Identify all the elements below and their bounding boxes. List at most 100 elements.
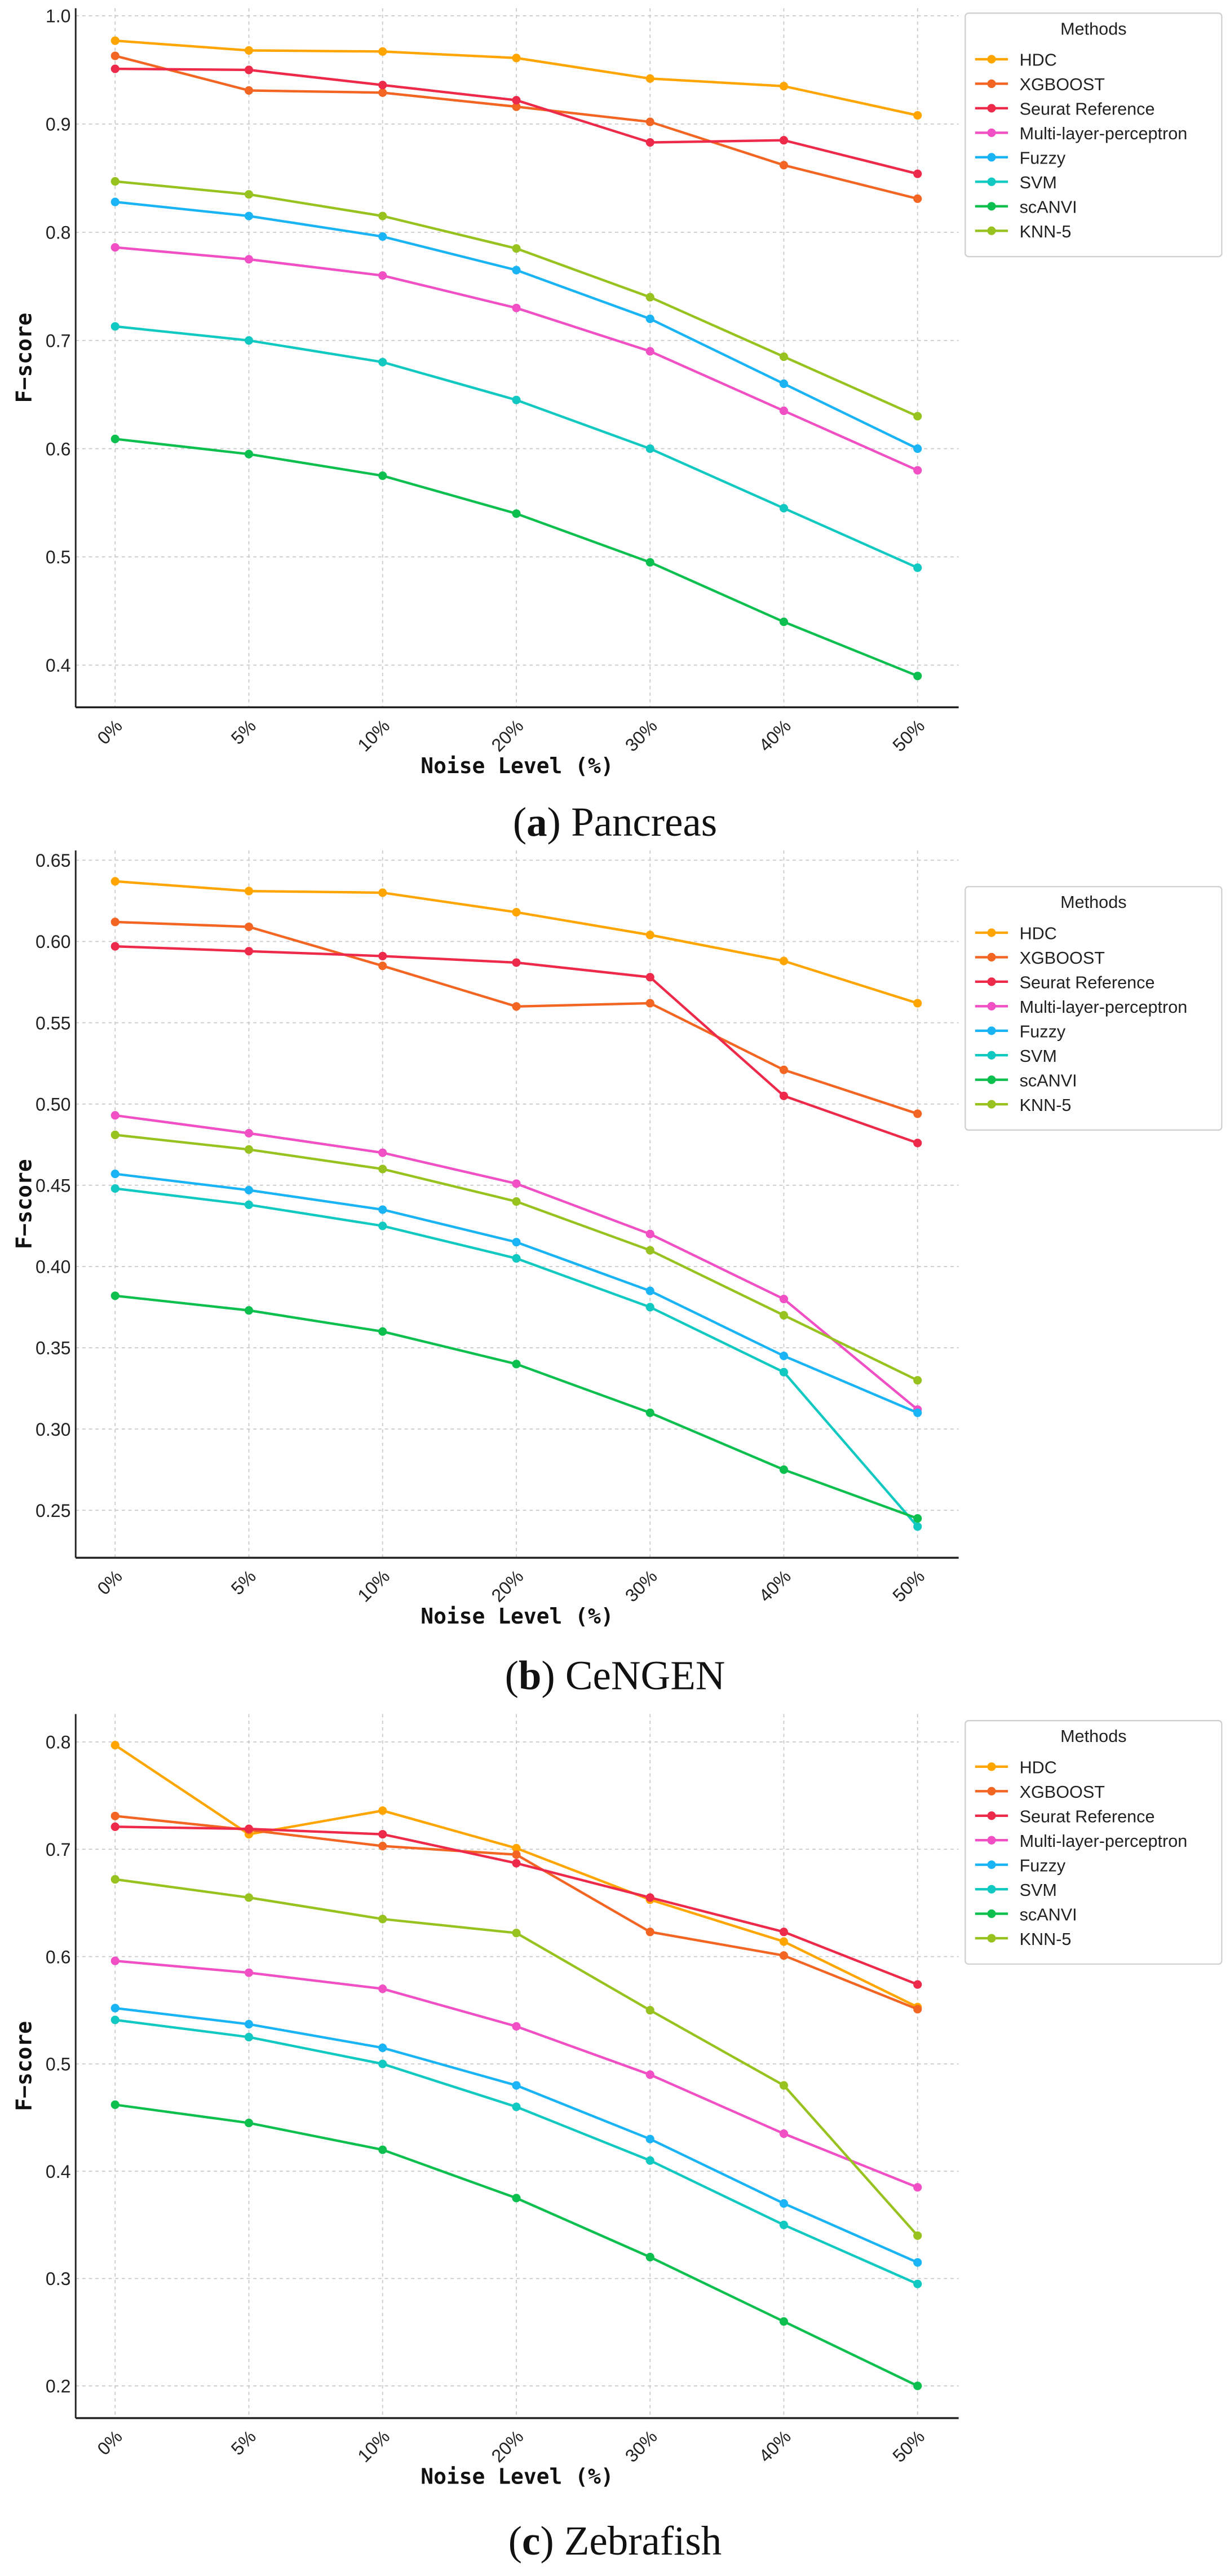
data-point: [110, 197, 120, 206]
data-point: [512, 96, 521, 105]
y-axis-label: F−score: [11, 2021, 36, 2111]
data-point: [645, 558, 654, 567]
y-tick-label: 1.0: [46, 6, 71, 27]
x-tick-label: 0%: [94, 1566, 126, 1599]
x-tick-label: 0%: [94, 2426, 126, 2459]
y-tick-label: 0.4: [46, 655, 71, 676]
y-tick-label: 0.65: [36, 850, 70, 871]
series-scanvi: [110, 1291, 922, 1523]
caption-paren-open: (: [513, 799, 526, 845]
legend-marker: [987, 1811, 996, 1820]
data-point: [110, 942, 120, 951]
data-point: [512, 54, 521, 63]
data-point: [244, 86, 254, 95]
data-point: [913, 999, 922, 1008]
legend-label: Seurat Reference: [1020, 100, 1155, 119]
caption-letter: a: [526, 799, 547, 845]
data-point: [110, 1875, 120, 1884]
data-point: [378, 88, 387, 97]
data-point: [645, 1893, 654, 1902]
x-tick-label: 5%: [227, 2426, 260, 2459]
data-point: [645, 1246, 654, 1255]
x-tick-label: 0%: [94, 716, 126, 748]
legend-label: Fuzzy: [1020, 1022, 1066, 1041]
legend-label: Multi-layer-perceptron: [1020, 998, 1188, 1017]
data-point: [110, 2015, 120, 2024]
caption-paren-close: ): [540, 2518, 564, 2564]
data-point: [110, 177, 120, 186]
y-tick-label: 0.55: [36, 1013, 70, 1033]
data-point: [913, 1109, 922, 1118]
series-xgboost: [110, 51, 922, 203]
data-point: [913, 2258, 922, 2267]
legend-label: Fuzzy: [1020, 149, 1066, 168]
data-point: [913, 2005, 922, 2014]
data-point: [913, 412, 922, 421]
data-point: [913, 444, 922, 453]
y-tick-label: 0.50: [36, 1094, 70, 1114]
legend-marker: [987, 977, 996, 986]
legend-marker: [987, 79, 996, 89]
legend-box: [964, 886, 1223, 1131]
data-point: [378, 1327, 387, 1336]
data-point: [779, 956, 789, 965]
x-tick-label: 50%: [888, 716, 928, 756]
data-point: [645, 117, 654, 126]
data-point: [378, 1165, 387, 1174]
data-point: [378, 47, 387, 56]
data-point: [913, 2381, 922, 2390]
data-point: [779, 1091, 789, 1100]
caption-text: Zebrafish: [564, 2518, 722, 2564]
series-scanvi: [110, 434, 922, 681]
data-point: [378, 1806, 387, 1815]
data-point: [110, 1956, 120, 1965]
data-point: [378, 2043, 387, 2052]
x-tick-label: 20%: [488, 1566, 528, 1606]
y-tick-label: 0.6: [46, 439, 71, 459]
data-point: [645, 444, 654, 453]
data-point: [512, 244, 521, 253]
x-tick-label: 10%: [353, 716, 393, 756]
data-point: [779, 161, 789, 170]
legend-marker: [987, 128, 996, 137]
data-point: [913, 466, 922, 475]
data-point: [244, 1968, 254, 1977]
y-tick-label: 0.45: [36, 1175, 70, 1196]
data-point: [378, 2059, 387, 2068]
data-point: [779, 504, 789, 513]
data-point: [779, 1465, 789, 1474]
legend-label: Multi-layer-perceptron: [1020, 1832, 1188, 1851]
legend-box: [964, 1720, 1223, 1965]
data-point: [110, 1811, 120, 1820]
data-point: [110, 1291, 120, 1300]
series-line: [114, 2018, 918, 2286]
series-seurat-reference: [110, 64, 922, 178]
caption-letter: c: [522, 2518, 540, 2564]
legend-label: XGBOOST: [1020, 75, 1105, 94]
data-point: [244, 1128, 254, 1138]
data-point: [244, 211, 254, 220]
data-point: [779, 617, 789, 627]
chart-panel-c: 0% 5% 10% 20% 30% 40% 50% 0.2 0.3 0.4 0.5 0.6 0.7 0.8…: [11, 1714, 1223, 2564]
data-point: [512, 303, 521, 312]
y-tick-label: 0.8: [46, 1732, 71, 1753]
data-point: [378, 1205, 387, 1214]
series-knn-5: [110, 1875, 922, 2240]
legend-box: [964, 12, 1223, 258]
legend-label: Fuzzy: [1020, 1856, 1066, 1875]
legend-label: scANVI: [1020, 1905, 1077, 1924]
data-point: [244, 2032, 254, 2041]
y-tick-label: 0.9: [46, 114, 71, 135]
legend-title: Methods: [1060, 893, 1126, 912]
data-point: [779, 352, 789, 361]
data-point: [512, 1360, 521, 1369]
data-point: [378, 961, 387, 971]
data-point: [110, 1741, 120, 1750]
x-tick-label: 30%: [621, 716, 661, 756]
data-point: [244, 1893, 254, 1902]
data-point: [244, 190, 254, 199]
data-point: [913, 2231, 922, 2240]
data-point: [779, 1937, 789, 1946]
legend-label: SVM: [1020, 173, 1057, 192]
